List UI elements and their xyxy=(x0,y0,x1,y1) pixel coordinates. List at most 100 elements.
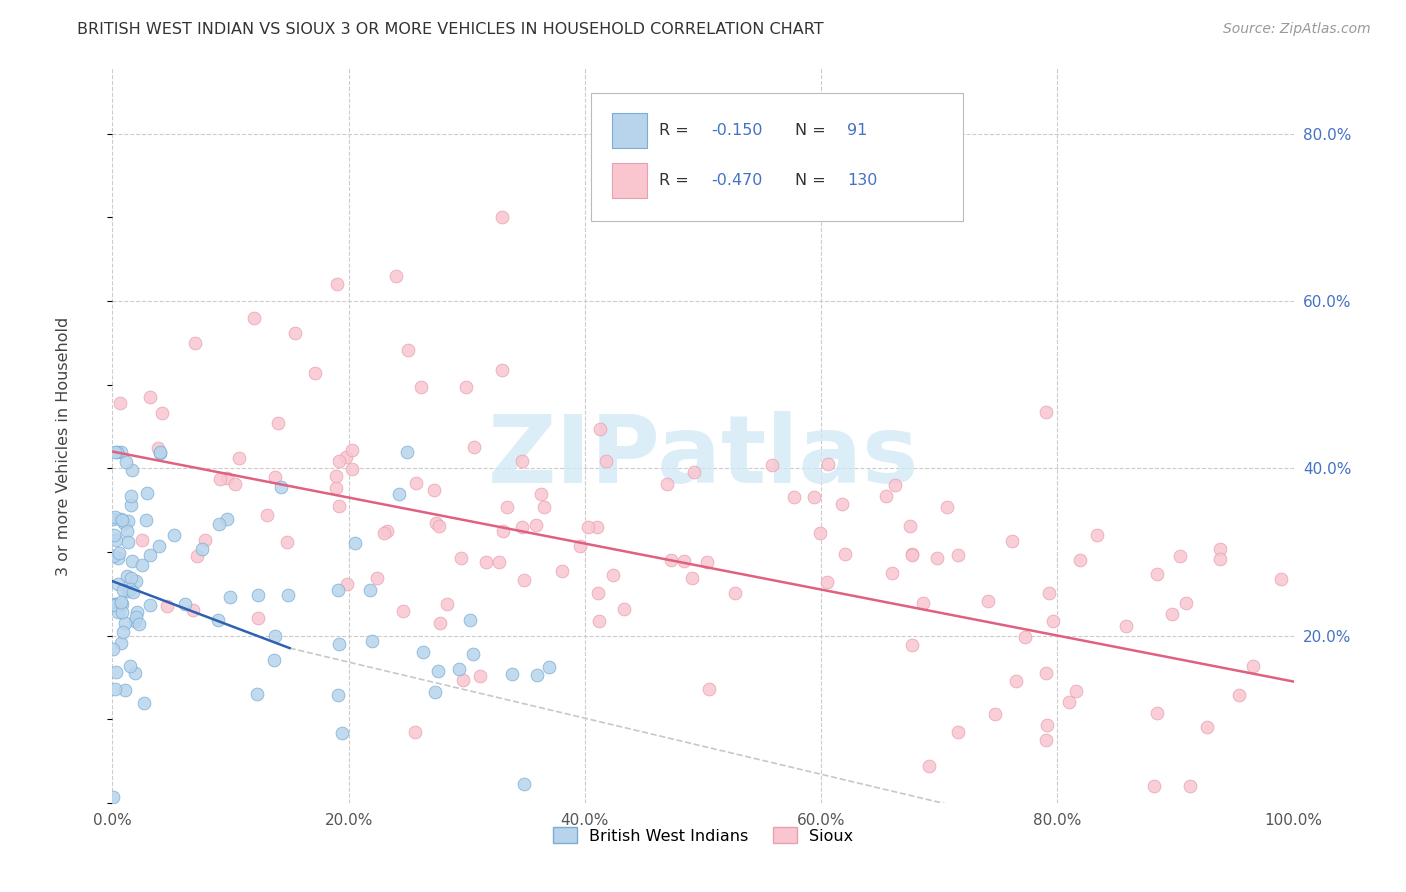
Point xyxy=(146,442,169,456)
Point xyxy=(163,527,186,541)
Point xyxy=(1209,542,1232,557)
Point xyxy=(513,573,536,587)
Point xyxy=(110,595,132,609)
Point xyxy=(267,416,290,430)
Text: -0.150: -0.150 xyxy=(711,123,763,137)
Point xyxy=(325,469,347,483)
Point xyxy=(330,726,353,740)
Text: R =: R = xyxy=(659,123,695,137)
Point xyxy=(388,487,411,501)
Point xyxy=(1004,674,1026,689)
Point xyxy=(120,571,142,585)
Text: R =: R = xyxy=(659,173,695,187)
Point xyxy=(586,519,609,533)
Point xyxy=(186,549,208,564)
Point xyxy=(1038,586,1060,600)
Point xyxy=(276,535,298,549)
Point xyxy=(423,684,446,698)
Point xyxy=(111,597,134,611)
Point xyxy=(697,682,720,697)
Point xyxy=(114,683,136,698)
Point xyxy=(783,490,806,504)
Point xyxy=(104,597,127,611)
Point xyxy=(107,606,129,620)
Point xyxy=(602,568,624,582)
Point xyxy=(901,549,924,563)
Text: Source: ZipAtlas.com: Source: ZipAtlas.com xyxy=(1223,22,1371,37)
Point xyxy=(808,525,831,540)
Point xyxy=(683,465,706,479)
Point xyxy=(190,542,212,557)
Point xyxy=(326,688,349,702)
Point xyxy=(103,642,125,657)
Point xyxy=(404,725,426,739)
Point xyxy=(375,524,398,538)
Point xyxy=(110,444,132,458)
Point xyxy=(423,483,446,497)
Point xyxy=(1085,528,1108,542)
Point xyxy=(284,326,307,340)
Point xyxy=(118,659,141,673)
Point xyxy=(131,533,153,547)
Point xyxy=(533,500,555,515)
Point xyxy=(1035,665,1057,680)
Point xyxy=(343,535,366,549)
Point xyxy=(524,518,547,533)
Text: N =: N = xyxy=(796,173,831,187)
Point xyxy=(124,666,146,681)
Point xyxy=(139,548,162,562)
Point xyxy=(114,615,136,630)
Point xyxy=(1001,533,1024,548)
Point xyxy=(491,363,513,377)
Point xyxy=(219,591,242,605)
Point xyxy=(1146,706,1168,720)
Text: -0.470: -0.470 xyxy=(711,173,762,187)
Point xyxy=(882,566,904,580)
Point xyxy=(120,499,142,513)
Point xyxy=(385,268,408,283)
Point xyxy=(1146,566,1168,581)
Point xyxy=(120,582,142,597)
Point xyxy=(451,673,474,687)
Point xyxy=(124,614,146,628)
Point xyxy=(1227,688,1250,702)
Point xyxy=(139,390,162,404)
Point xyxy=(108,396,131,410)
Text: BRITISH WEST INDIAN VS SIOUX 3 OR MORE VEHICLES IN HOUSEHOLD CORRELATION CHART: BRITISH WEST INDIAN VS SIOUX 3 OR MORE V… xyxy=(77,22,824,37)
Point xyxy=(613,602,636,616)
Point xyxy=(111,605,134,619)
FancyBboxPatch shape xyxy=(612,112,648,148)
Point xyxy=(131,558,153,573)
Point xyxy=(696,555,718,569)
Point xyxy=(104,682,127,697)
Point xyxy=(1160,607,1182,621)
Point xyxy=(395,444,418,458)
Point xyxy=(112,516,135,531)
Point xyxy=(277,588,299,602)
Point xyxy=(586,586,609,600)
Point xyxy=(228,450,250,465)
Point xyxy=(530,487,553,501)
Point xyxy=(475,555,498,569)
Point xyxy=(264,629,287,643)
FancyBboxPatch shape xyxy=(612,162,648,198)
Point xyxy=(135,486,157,500)
Point xyxy=(912,596,935,610)
Point xyxy=(107,577,129,591)
Point xyxy=(946,548,969,562)
Point xyxy=(207,613,229,627)
Point xyxy=(512,777,534,791)
Point xyxy=(104,444,127,458)
Point xyxy=(117,514,139,528)
Point xyxy=(429,615,451,630)
Point xyxy=(1174,596,1197,610)
Point xyxy=(208,471,231,485)
Point xyxy=(328,453,350,467)
Point xyxy=(875,489,897,503)
Point xyxy=(174,598,197,612)
Point xyxy=(325,481,347,495)
Point xyxy=(976,594,998,608)
Point xyxy=(1208,552,1230,566)
Point xyxy=(110,635,132,649)
Point xyxy=(496,500,519,514)
